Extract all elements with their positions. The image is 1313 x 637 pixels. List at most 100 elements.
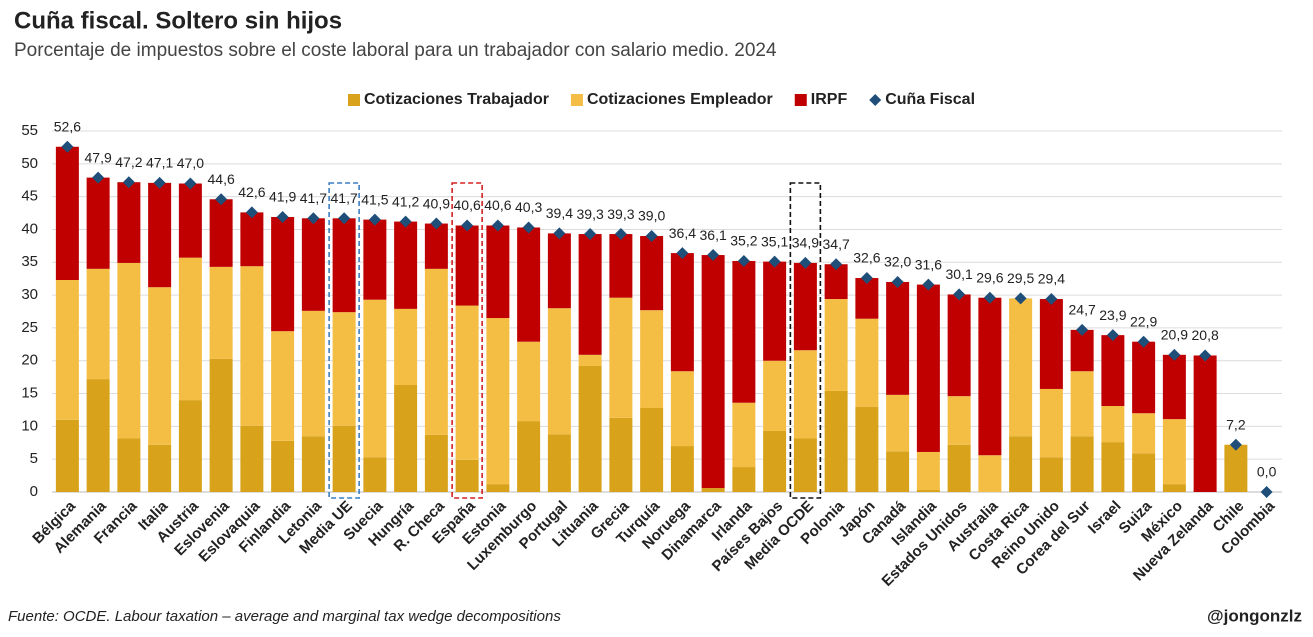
marker bbox=[338, 212, 351, 225]
marker bbox=[1106, 329, 1119, 342]
bar-segment bbox=[424, 223, 448, 269]
value-label: 41,7 bbox=[331, 190, 358, 206]
chart-title: Cuña fiscal. Soltero sin hijos bbox=[14, 7, 342, 34]
value-label: 29,4 bbox=[1038, 271, 1065, 287]
marker bbox=[553, 227, 566, 240]
marker bbox=[61, 140, 74, 153]
bar-segment bbox=[332, 312, 356, 426]
y-tick-label: 10 bbox=[21, 417, 38, 434]
bar-segment bbox=[763, 261, 787, 361]
value-label: 31,6 bbox=[915, 256, 942, 272]
bar-segment bbox=[394, 385, 418, 492]
marker bbox=[1199, 349, 1212, 362]
value-label: 40,6 bbox=[454, 197, 481, 213]
value-label: 30,1 bbox=[946, 266, 973, 282]
bar-segment bbox=[394, 308, 418, 386]
marker bbox=[1076, 323, 1089, 336]
bar-segment bbox=[886, 394, 910, 452]
value-label: 41,5 bbox=[361, 191, 388, 207]
y-tick-label: 55 bbox=[21, 122, 38, 139]
bar-segment bbox=[271, 331, 295, 441]
value-label: 47,0 bbox=[177, 155, 204, 171]
legend-swatch bbox=[794, 94, 807, 106]
bar-segment bbox=[1070, 371, 1094, 437]
marker bbox=[153, 176, 166, 189]
bar-segment bbox=[1132, 413, 1156, 454]
bar-segment bbox=[609, 234, 633, 298]
bar-segment bbox=[1162, 354, 1186, 420]
bar-segment bbox=[1039, 457, 1063, 492]
value-label: 32,0 bbox=[884, 254, 911, 270]
marker bbox=[799, 256, 812, 269]
marker bbox=[491, 219, 504, 232]
bar-segment bbox=[240, 212, 264, 267]
highlight-box bbox=[451, 182, 483, 499]
legend-label: Cuña Fiscal bbox=[885, 91, 975, 108]
bar-segment bbox=[240, 266, 264, 426]
bar-segment bbox=[547, 233, 571, 309]
bar-segment bbox=[424, 434, 448, 492]
legend-marker bbox=[869, 94, 882, 106]
value-label: 39,0 bbox=[638, 208, 665, 224]
bar-segment bbox=[209, 358, 233, 492]
bar-segment bbox=[609, 417, 633, 492]
bar-segment bbox=[55, 279, 79, 420]
marker bbox=[184, 177, 197, 190]
bar-segment bbox=[178, 183, 202, 258]
marker bbox=[122, 176, 135, 189]
bar-segment bbox=[670, 253, 694, 372]
marker bbox=[860, 272, 873, 285]
y-tick-label: 30 bbox=[21, 286, 38, 303]
bar-segment bbox=[947, 396, 971, 445]
bar-segment bbox=[793, 262, 817, 351]
value-label: 35,2 bbox=[730, 233, 757, 249]
bar-segment bbox=[517, 421, 541, 492]
value-label: 20,9 bbox=[1161, 327, 1188, 343]
marker bbox=[645, 230, 658, 243]
y-tick-label: 20 bbox=[21, 352, 38, 369]
value-label: 41,2 bbox=[392, 193, 419, 209]
bar-segment bbox=[301, 436, 325, 492]
chart-subtitle: Porcentaje de impuestos sobre el coste l… bbox=[14, 40, 777, 61]
bar-segment bbox=[1009, 298, 1033, 437]
y-tick-label: 50 bbox=[21, 155, 38, 172]
bar-segment bbox=[301, 310, 325, 437]
bar-segment bbox=[978, 297, 1002, 456]
bar-segment bbox=[209, 199, 233, 267]
marker bbox=[983, 291, 996, 304]
bar-segment bbox=[1224, 444, 1248, 492]
marker bbox=[1045, 293, 1058, 306]
bar-segment bbox=[763, 430, 787, 492]
bar-segment bbox=[86, 268, 110, 380]
bar-segment bbox=[148, 444, 172, 492]
marker bbox=[768, 255, 781, 268]
marker bbox=[307, 212, 320, 225]
bar-segment bbox=[55, 419, 79, 492]
bar-segment bbox=[148, 182, 172, 288]
bar-segment bbox=[855, 318, 879, 407]
bar-segment bbox=[1101, 406, 1125, 443]
source: Fuente: OCDE. Labour taxation – average … bbox=[8, 608, 561, 625]
bar-segment bbox=[486, 318, 510, 485]
bar-segment bbox=[86, 379, 110, 492]
bar-segment bbox=[1070, 436, 1094, 492]
value-label: 42,6 bbox=[238, 184, 265, 200]
bar-segment bbox=[609, 297, 633, 418]
highlight-box bbox=[789, 182, 822, 499]
value-label: 39,3 bbox=[577, 206, 604, 222]
y-tick-label: 5 bbox=[30, 450, 38, 467]
value-label: 39,4 bbox=[546, 205, 573, 221]
marker bbox=[1229, 438, 1242, 451]
bar-segment bbox=[178, 400, 202, 492]
y-tick-label: 15 bbox=[21, 385, 38, 402]
highlight-box bbox=[328, 182, 360, 499]
bar-segment bbox=[517, 227, 541, 342]
legend-label: IRPF bbox=[811, 91, 848, 108]
bar-segment bbox=[1193, 355, 1217, 492]
marker bbox=[399, 215, 412, 228]
marker bbox=[891, 275, 904, 288]
bar-segment bbox=[978, 455, 1002, 492]
bar-segment bbox=[209, 266, 233, 359]
bar-segment bbox=[486, 225, 510, 319]
